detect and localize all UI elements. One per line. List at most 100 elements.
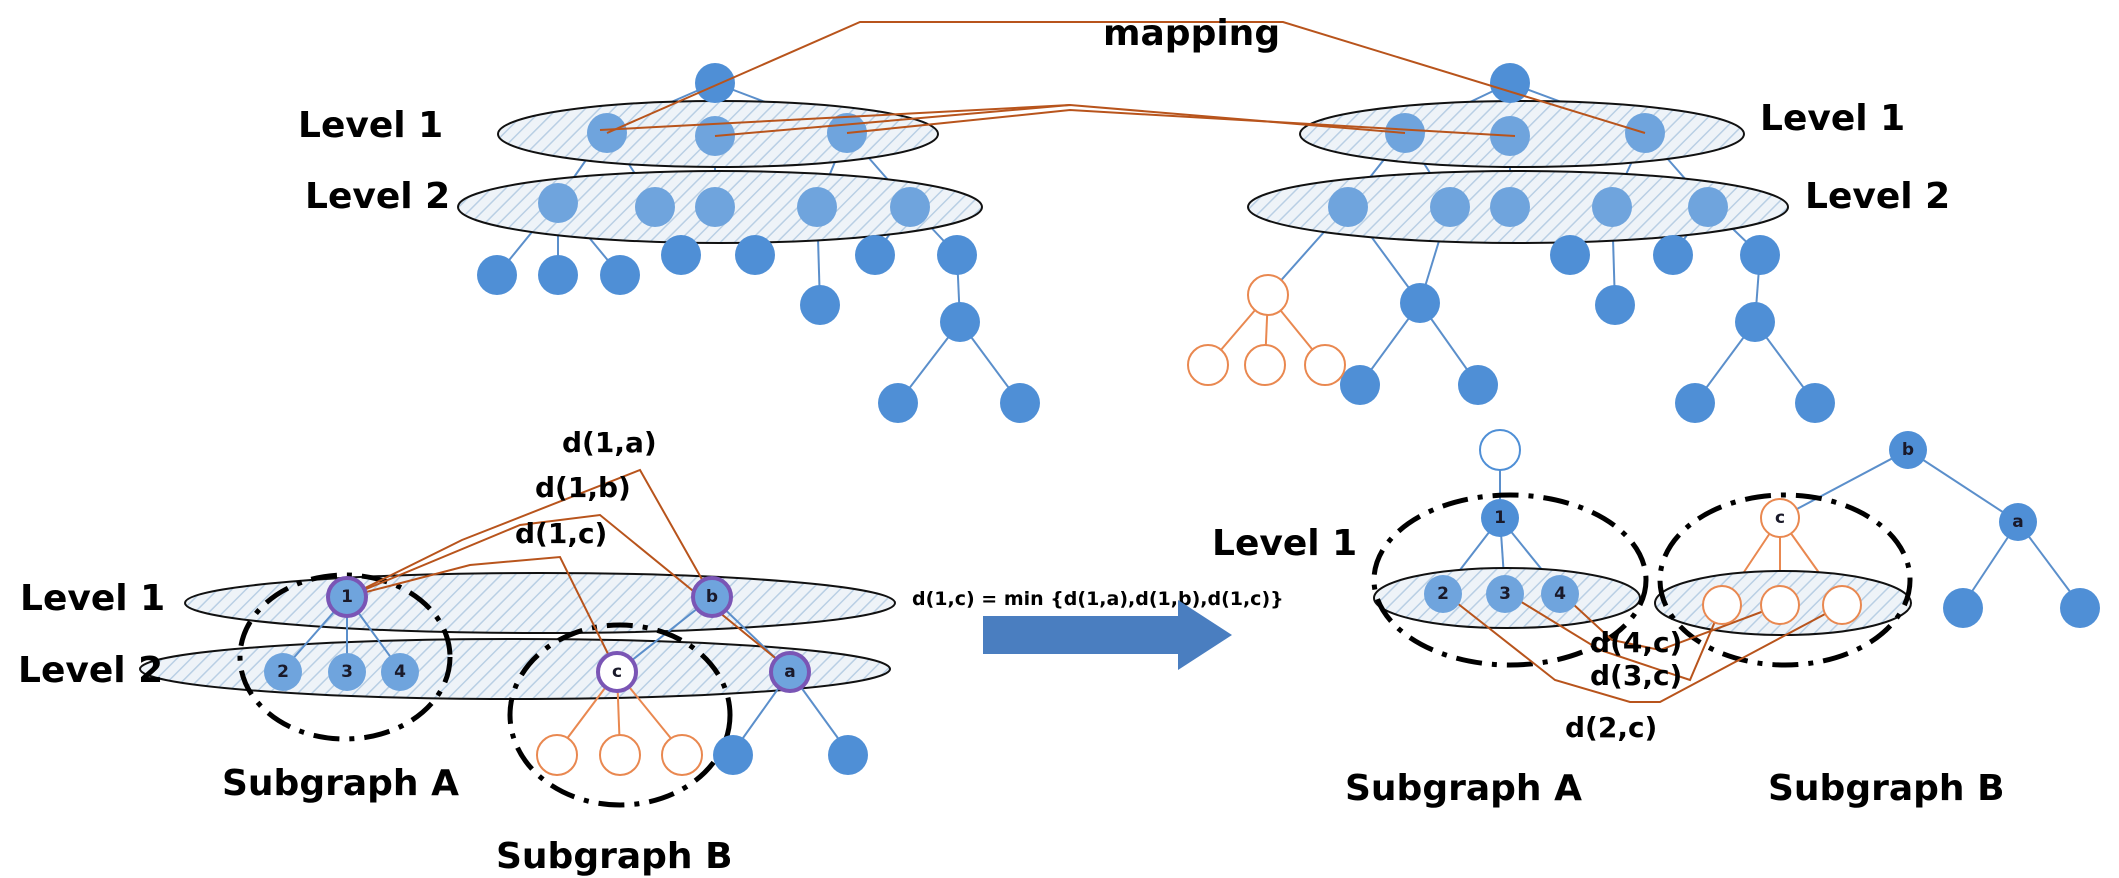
unmatched-node	[1244, 344, 1286, 386]
node-3	[328, 653, 366, 691]
tree-node	[735, 235, 775, 275]
unmatched-node	[1760, 585, 1800, 625]
tree-node	[2060, 588, 2100, 628]
d3c-label: d(3,c)	[1590, 659, 1682, 692]
tree-node	[661, 235, 701, 275]
tree-node	[695, 187, 735, 227]
bottom-right-diagram: 1 2 3 4 b a c	[1371, 429, 2100, 703]
d2c-label: d(2,c)	[1565, 711, 1657, 744]
tree-node	[890, 187, 930, 227]
node-c-label: c	[612, 662, 622, 682]
bottom-left-level1-label: Level 1	[20, 578, 165, 619]
node-a-label: a	[784, 662, 795, 682]
tree-node	[1490, 63, 1530, 103]
tree-node	[1653, 235, 1693, 275]
top-left-tree	[457, 63, 1040, 423]
level2-ellipse	[139, 638, 891, 700]
subgraph-b-label: Subgraph B	[496, 836, 733, 877]
node-1	[1481, 499, 1519, 537]
node-2	[1424, 575, 1462, 613]
root-node	[1479, 429, 1521, 471]
d4c-label: d(4,c)	[1590, 626, 1682, 659]
node-b-label: b	[1902, 440, 1914, 460]
tree-node	[538, 255, 578, 295]
tree-node	[635, 187, 675, 227]
node-1-label: 1	[1494, 508, 1506, 528]
tree-node	[477, 255, 517, 295]
tree-node	[1458, 365, 1498, 405]
d1c-label: d(1,c)	[515, 517, 607, 550]
tree-node	[1592, 187, 1632, 227]
node-2	[264, 653, 302, 691]
tree-node	[1740, 235, 1780, 275]
tree-node	[1000, 383, 1040, 423]
node-2-label: 2	[277, 662, 289, 682]
node-b	[691, 576, 733, 618]
unmatched-node	[1702, 585, 1742, 625]
node-4	[381, 653, 419, 691]
tree-node	[1430, 187, 1470, 227]
bottom-right-level1-label: Level 1	[1212, 523, 1357, 564]
tree-node	[538, 183, 578, 223]
unmatched-node	[1187, 344, 1229, 386]
d1b-label: d(1,b)	[535, 471, 631, 504]
mapping-label: mapping	[1103, 13, 1280, 54]
node-3	[1486, 575, 1524, 613]
tree-node	[1943, 588, 1983, 628]
tree-node	[1550, 235, 1590, 275]
node-4-label: 4	[1554, 584, 1566, 604]
tree-node	[878, 383, 918, 423]
tree-node	[940, 302, 980, 342]
node-a	[769, 651, 811, 693]
tree-node	[1340, 365, 1380, 405]
node-a	[1999, 503, 2037, 541]
tree-node	[1595, 285, 1635, 325]
subgraph-a-boundary	[237, 572, 453, 742]
unmatched-node	[1247, 274, 1289, 316]
node-4	[1541, 575, 1579, 613]
tree-node	[1735, 302, 1775, 342]
node-3-label: 3	[341, 662, 353, 682]
top-left-level1-label: Level 1	[298, 105, 443, 146]
tree-node	[1328, 187, 1368, 227]
tree-node	[828, 735, 868, 775]
unmatched-node	[1304, 344, 1346, 386]
top-right-level2-label: Level 2	[1805, 176, 1950, 217]
unmatched-node	[536, 734, 578, 776]
tree-node	[600, 255, 640, 295]
node-1-label: 1	[341, 587, 353, 607]
node-c-label: c	[1775, 508, 1785, 528]
subgraph-a-boundary	[1371, 492, 1649, 668]
node-c	[1760, 498, 1800, 538]
tree-node	[937, 235, 977, 275]
tree-node	[797, 187, 837, 227]
node-3-label: 3	[1499, 584, 1511, 604]
tree-node	[855, 235, 895, 275]
transition-arrow	[983, 600, 1232, 670]
node-a-label: a	[2012, 512, 2023, 532]
tree-node	[1400, 283, 1440, 323]
subgraph-a-label: Subgraph A	[1345, 768, 1582, 809]
node-c	[596, 651, 638, 693]
node-4-label: 4	[394, 662, 406, 682]
d1a-label: d(1,a)	[562, 426, 657, 459]
node-b	[1889, 431, 1927, 469]
subgraph-b-boundary	[507, 622, 733, 808]
bottom-left-level2-label: Level 2	[18, 650, 163, 691]
node-1	[326, 576, 368, 618]
tree-node	[1795, 383, 1835, 423]
tree-node	[1688, 187, 1728, 227]
mapping-lines	[599, 21, 1646, 137]
unmatched-node	[661, 734, 703, 776]
level1-ellipse	[184, 572, 896, 634]
subgraph-a-label: Subgraph A	[222, 763, 459, 804]
tree-node	[800, 285, 840, 325]
top-left-level2-label: Level 2	[305, 176, 450, 217]
unmatched-node	[1822, 585, 1862, 625]
top-right-tree	[1187, 63, 1835, 423]
tree-node	[713, 735, 753, 775]
unmatched-node	[599, 734, 641, 776]
node-2-label: 2	[1437, 584, 1449, 604]
bottom-left-diagram: 1 b 2 3 4 c a	[139, 468, 896, 808]
